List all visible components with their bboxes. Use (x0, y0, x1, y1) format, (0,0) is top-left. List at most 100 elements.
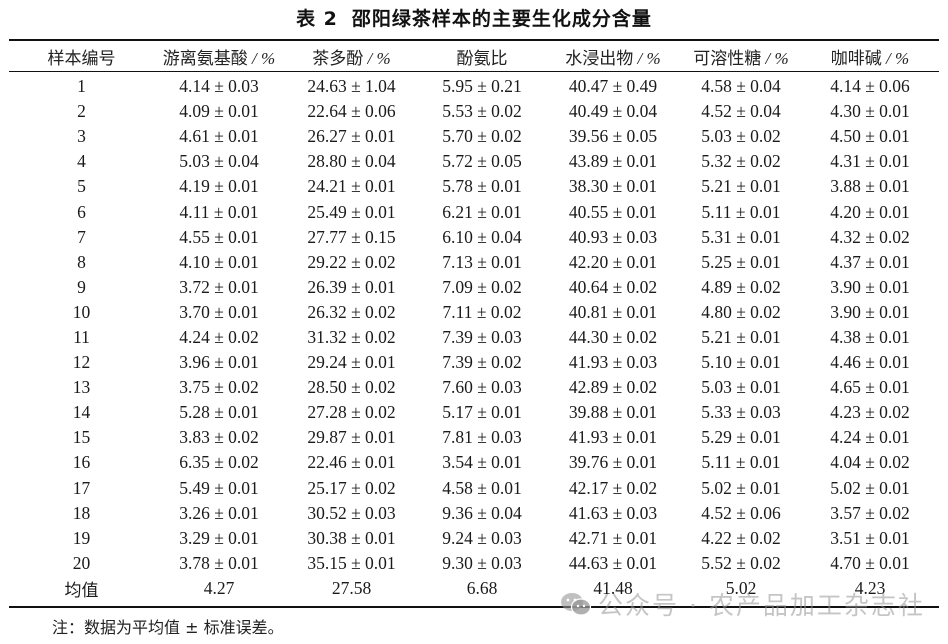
sample-id-cell: 7 (77, 226, 86, 247)
sample-id-cell: 2 (77, 101, 86, 122)
value-cell: 6.10 ± 0.04 (442, 226, 522, 247)
value-cell: 4.58 ± 0.04 (701, 76, 781, 97)
value-cell: 3.90 ± 0.01 (830, 301, 910, 322)
value-cell: 5.02 ± 0.01 (701, 477, 781, 498)
value-cell: 5.25 ± 0.01 (701, 251, 781, 272)
table-note: 注：数据为平均值 ± 标准误差。 (52, 618, 284, 637)
column-header: 游离氨基酸 / % (154, 41, 284, 71)
sample-id-cell: 4 (77, 151, 86, 172)
value-cell: 6.21 ± 0.01 (442, 201, 522, 222)
value-cell: 5.53 ± 0.02 (442, 101, 522, 122)
sample-id-cell: 14 (72, 402, 91, 423)
value-cell: 27.28 ± 0.02 (307, 402, 396, 423)
value-cell: 4.55 ± 0.01 (179, 226, 259, 247)
value-cell: 3.57 ± 0.02 (830, 502, 910, 523)
table-row: 8 4.10 ± 0.01 29.22 ± 0.02 7.13 ± 0.01 42.20… (9, 250, 939, 275)
value-cell: 4.24 ± 0.01 (830, 427, 910, 448)
value-cell: 7.39 ± 0.02 (442, 352, 522, 373)
value-cell: 4.37 ± 0.01 (830, 251, 910, 272)
value-cell: 4.52 ± 0.06 (701, 502, 781, 523)
sample-id-cell: 1 (77, 76, 86, 97)
value-cell: 40.81 ± 0.01 (568, 301, 658, 322)
value-cell: 9.36 ± 0.04 (442, 502, 522, 523)
value-cell: 40.47 ± 0.49 (568, 76, 658, 97)
sample-id-cell: 12 (72, 352, 91, 373)
value-cell: 4.89 ± 0.02 (701, 276, 781, 297)
value-cell: 35.15 ± 0.01 (307, 552, 396, 573)
value-cell: 27.77 ± 0.15 (307, 226, 396, 247)
table-row: 7 4.55 ± 0.01 27.77 ± 0.15 6.10 ± 0.04 40.93… (9, 225, 939, 250)
mean-value-cell: 4.27 (203, 577, 235, 598)
column-header-label: 游离氨基酸 (162, 48, 248, 69)
table-body: 1 4.14 ± 0.03 24.63 ± 1.04 5.95 ± 0.21 40.47… (9, 71, 939, 601)
table-row: 15 3.83 ± 0.02 29.87 ± 0.01 7.81 ± 0.03 41.9… (9, 425, 939, 450)
value-cell: 38.30 ± 0.01 (568, 176, 658, 197)
value-cell: 4.14 ± 0.03 (179, 76, 259, 97)
value-cell: 5.02 ± 0.01 (830, 477, 910, 498)
value-cell: 31.32 ± 0.02 (307, 326, 396, 347)
table-row: 17 5.49 ± 0.01 25.17 ± 0.02 4.58 ± 0.01 42.1… (9, 476, 939, 501)
value-cell: 28.80 ± 0.04 (307, 151, 396, 172)
value-cell: 40.55 ± 0.01 (568, 201, 658, 222)
table-row: 20 3.78 ± 0.01 35.15 ± 0.01 9.30 ± 0.03 44.6… (9, 551, 939, 576)
value-cell: 29.24 ± 0.01 (307, 352, 396, 373)
value-cell: 22.46 ± 0.01 (307, 452, 396, 473)
value-cell: 42.20 ± 0.01 (568, 251, 658, 272)
table-title: 邵阳绿茶样本的主要生化成分含量 (351, 8, 652, 30)
column-header: 咖啡碱 / % (801, 41, 939, 71)
value-cell: 3.70 ± 0.01 (179, 301, 259, 322)
mean-value-cell: 5.02 (725, 577, 757, 598)
value-cell: 39.56 ± 0.05 (568, 126, 658, 147)
table-row: 18 3.26 ± 0.01 30.52 ± 0.03 9.36 ± 0.04 41.6… (9, 501, 939, 526)
value-cell: 5.31 ± 0.01 (701, 226, 781, 247)
composition-table: 样本编号 游离氨基酸 / % 茶多酚 / % 酚氨比 水浸出物 / % 可溶性糖 / % 咖… (9, 41, 939, 601)
column-header: 酚氨比 (419, 41, 545, 71)
table-row: 13 3.75 ± 0.02 28.50 ± 0.02 7.60 ± 0.03 42.8… (9, 375, 939, 400)
value-cell: 5.03 ± 0.04 (179, 151, 259, 172)
sample-id-cell: 16 (72, 452, 91, 473)
column-header-unit: / % (633, 48, 661, 68)
table-row: 1 4.14 ± 0.03 24.63 ± 1.04 5.95 ± 0.21 40.47… (9, 71, 939, 99)
value-cell: 25.49 ± 0.01 (307, 201, 396, 222)
value-cell: 26.27 ± 0.01 (307, 126, 396, 147)
value-cell: 9.30 ± 0.03 (442, 552, 522, 573)
value-cell: 42.89 ± 0.02 (568, 377, 658, 398)
mean-value-cell: 6.68 (466, 577, 498, 598)
table-row: 6 4.11 ± 0.01 25.49 ± 0.01 6.21 ± 0.01 40.55… (9, 199, 939, 224)
sample-id-cell: 5 (77, 176, 86, 197)
value-cell: 4.20 ± 0.01 (830, 201, 910, 222)
value-cell: 7.11 ± 0.02 (442, 301, 522, 322)
value-cell: 4.09 ± 0.01 (179, 101, 259, 122)
sample-id-cell: 15 (72, 427, 91, 448)
bottom-rule (9, 606, 939, 608)
value-cell: 30.38 ± 0.01 (307, 527, 396, 548)
mean-label-cell: 均值 (64, 580, 99, 601)
value-cell: 7.13 ± 0.01 (442, 251, 522, 272)
value-cell: 44.30 ± 0.02 (568, 326, 658, 347)
sample-id-cell: 8 (77, 251, 86, 272)
value-cell: 41.93 ± 0.01 (568, 427, 658, 448)
value-cell: 4.19 ± 0.01 (179, 176, 259, 197)
value-cell: 4.30 ± 0.01 (830, 101, 910, 122)
value-cell: 5.03 ± 0.02 (701, 126, 781, 147)
sample-id-cell: 6 (77, 201, 86, 222)
column-header: 茶多酚 / % (284, 41, 419, 71)
value-cell: 5.03 ± 0.01 (701, 377, 781, 398)
sample-id-cell: 17 (72, 477, 91, 498)
value-cell: 5.29 ± 0.01 (701, 427, 781, 448)
value-cell: 4.10 ± 0.01 (179, 251, 259, 272)
value-cell: 29.87 ± 0.01 (307, 427, 396, 448)
value-cell: 7.09 ± 0.02 (442, 276, 522, 297)
sample-id-cell: 19 (72, 527, 91, 548)
value-cell: 4.52 ± 0.04 (701, 101, 781, 122)
value-cell: 5.72 ± 0.05 (442, 151, 522, 172)
value-cell: 40.93 ± 0.03 (568, 226, 658, 247)
value-cell: 5.21 ± 0.01 (701, 176, 781, 197)
table-row: 10 3.70 ± 0.01 26.32 ± 0.02 7.11 ± 0.02 40.8… (9, 300, 939, 325)
value-cell: 24.63 ± 1.04 (307, 76, 396, 97)
mean-value-cell: 4.23 (854, 577, 886, 598)
mean-value-cell: 41.48 (593, 577, 633, 598)
value-cell: 4.04 ± 0.02 (830, 452, 910, 473)
value-cell: 5.49 ± 0.01 (179, 477, 259, 498)
value-cell: 4.38 ± 0.01 (830, 326, 910, 347)
